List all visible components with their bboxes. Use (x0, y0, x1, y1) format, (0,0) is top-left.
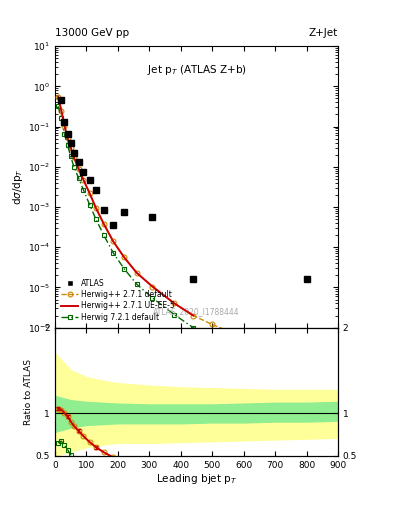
Text: ATLAS_2020_I1788444: ATLAS_2020_I1788444 (153, 307, 240, 316)
Legend: ATLAS, Herwig++ 2.7.1 default, Herwig++ 2.7.1 UE-EE-5, Herwig 7.2.1 default: ATLAS, Herwig++ 2.7.1 default, Herwig++ … (59, 276, 177, 324)
Y-axis label: d$\sigma$/dp$_T$: d$\sigma$/dp$_T$ (11, 168, 25, 205)
X-axis label: Leading bjet p$_T$: Leading bjet p$_T$ (156, 472, 237, 486)
Text: Jet p$_T$ (ATLAS Z+b): Jet p$_T$ (ATLAS Z+b) (147, 63, 246, 77)
Text: Z+Jet: Z+Jet (309, 28, 338, 38)
Y-axis label: Ratio to ATLAS: Ratio to ATLAS (24, 359, 33, 424)
Text: 13000 GeV pp: 13000 GeV pp (55, 28, 129, 38)
